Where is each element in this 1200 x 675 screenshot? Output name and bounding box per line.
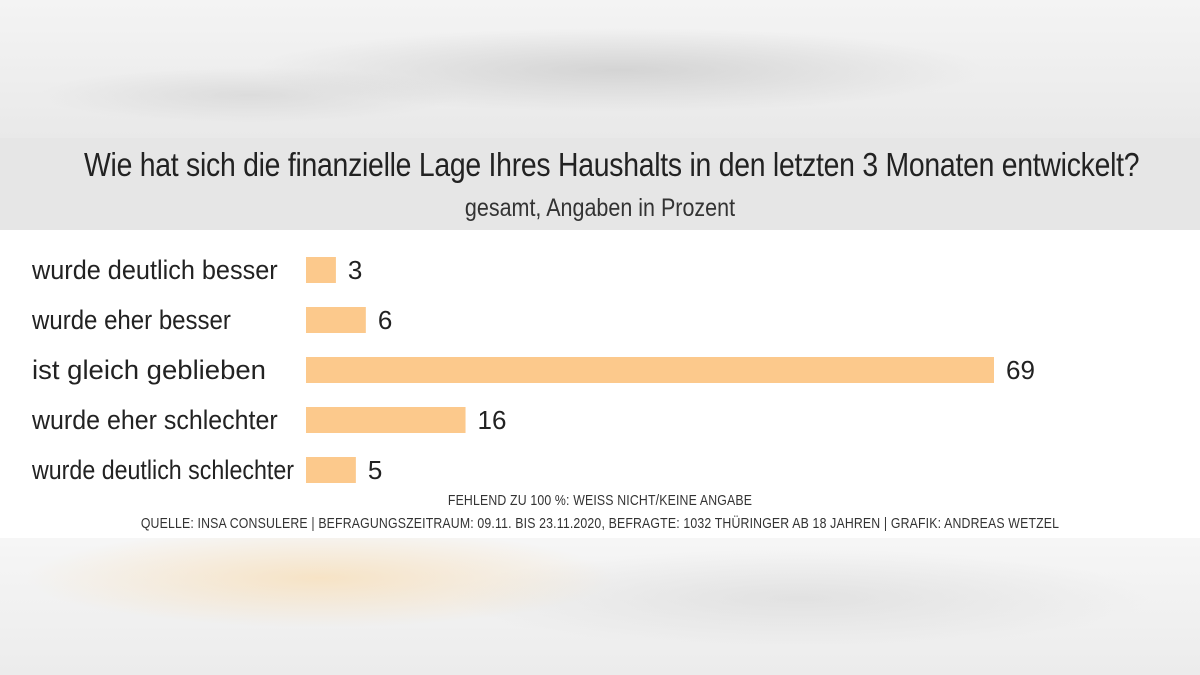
bar bbox=[306, 357, 994, 383]
missing-note: FEHLEND ZU 100 %: WEISS NICHT/KEINE ANGA… bbox=[447, 492, 753, 509]
value-label: 5 bbox=[368, 455, 382, 485]
value-label: 16 bbox=[478, 405, 507, 435]
category-label: wurde deutlich besser bbox=[31, 255, 278, 285]
chart-title: Wie hat sich die finanzielle Lage Ihres … bbox=[84, 146, 1140, 183]
category-label: wurde deutlich schlechter bbox=[31, 455, 294, 485]
bar bbox=[306, 407, 466, 433]
category-label: wurde eher schlechter bbox=[31, 405, 278, 435]
category-label: wurde eher besser bbox=[31, 305, 231, 335]
blurred-background-bottom bbox=[0, 538, 1200, 675]
title-band bbox=[0, 138, 1200, 230]
category-label: ist gleich geblieben bbox=[32, 355, 266, 385]
value-label: 6 bbox=[378, 305, 392, 335]
value-label: 3 bbox=[348, 255, 362, 285]
plot-panel bbox=[0, 230, 1200, 538]
chart-subtitle: gesamt, Angaben in Prozent bbox=[464, 194, 736, 222]
bar-chart: wurde deutlich besser 3 wurde eher besser 6… bbox=[31, 255, 1035, 485]
bar bbox=[306, 307, 366, 333]
bar bbox=[306, 457, 356, 483]
bar bbox=[306, 257, 336, 283]
blurred-background-top bbox=[0, 0, 1200, 138]
value-label: 69 bbox=[1006, 355, 1035, 385]
source-note: QUELLE: INSA CONSULERE | BEFRAGUNGSZEITR… bbox=[140, 515, 1060, 532]
